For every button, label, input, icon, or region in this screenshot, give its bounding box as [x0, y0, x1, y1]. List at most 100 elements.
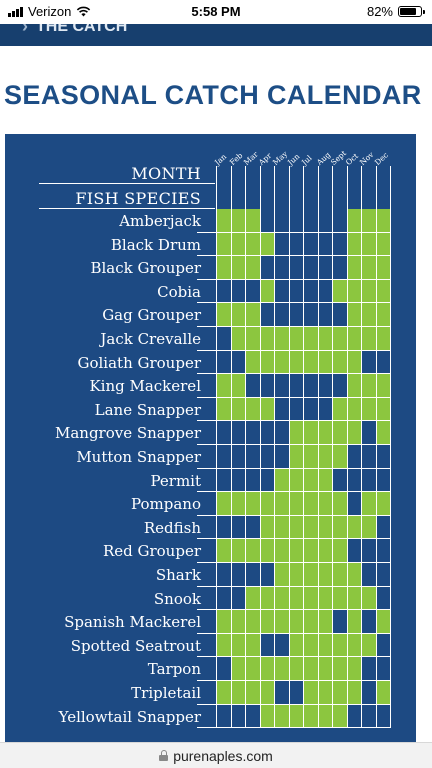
season-cell-out: [318, 280, 333, 303]
season-cell-out: [361, 563, 376, 586]
season-cell-out: [260, 209, 275, 232]
season-cell-in: [317, 610, 332, 633]
season-cell-in: [346, 633, 361, 657]
season-cell-out: [332, 233, 347, 256]
season-cell-in: [230, 492, 245, 515]
season-cell-out: [231, 351, 246, 374]
grid-column-line: [375, 166, 377, 729]
season-cell-in: [245, 256, 260, 279]
grid-column-line: [288, 166, 290, 729]
species-label: Spotted Seatrout: [70, 636, 201, 655]
season-cell-out: [361, 469, 376, 492]
season-cell-in: [274, 539, 289, 563]
season-cell-in: [216, 397, 231, 421]
season-cell-out: [376, 634, 391, 657]
season-cell-in: [317, 492, 332, 515]
season-cell-out: [274, 374, 289, 397]
season-cell-in: [259, 350, 274, 374]
season-cell-in: [317, 515, 332, 539]
season-cell-in: [288, 539, 303, 563]
season-cell-in: [317, 681, 332, 704]
species-label: Lane Snapper: [94, 400, 201, 419]
season-cell-in: [317, 563, 332, 586]
battery-fill: [400, 8, 416, 15]
season-cell-in: [346, 563, 361, 586]
season-cell-out: [216, 469, 231, 492]
season-cell-in: [375, 232, 390, 256]
season-cell-out: [260, 374, 275, 397]
season-cell-in: [230, 681, 245, 704]
season-cell-in: [288, 445, 303, 468]
season-cell-out: [347, 492, 362, 515]
season-cell-out: [245, 421, 260, 444]
season-cell-in: [361, 492, 376, 515]
row-underline: [197, 491, 390, 493]
season-cell-out: [376, 351, 391, 374]
season-cell-in: [288, 586, 303, 610]
season-cell-out: [347, 705, 362, 728]
season-cell-in: [346, 303, 361, 327]
season-cell-out: [231, 516, 246, 539]
status-right: 82%: [367, 4, 425, 19]
season-cell-out: [303, 303, 318, 326]
season-cell-in: [361, 279, 376, 303]
season-cell-in: [375, 421, 390, 445]
month-header-row: Jan Feb Mar Apr May Jun Jul Aug Sept Oct Nov Dec: [5, 134, 416, 174]
lock-icon: [159, 750, 169, 761]
season-cell-out: [332, 303, 347, 326]
catch-calendar: Jan Feb Mar Apr May Jun Jul Aug Sept Oct Nov Dec MO…: [5, 134, 416, 742]
season-cell-in: [216, 256, 231, 279]
season-cell-in: [288, 657, 303, 681]
season-cell-in: [230, 232, 245, 256]
season-cell-out: [376, 587, 391, 610]
season-cell-in: [332, 704, 347, 728]
url-domain[interactable]: purenaples.com: [173, 747, 273, 764]
season-cell-out: [289, 374, 304, 397]
season-cell-out: [274, 634, 289, 657]
season-cell-in: [259, 515, 274, 539]
season-cell-out: [274, 421, 289, 444]
season-cell-in: [332, 279, 347, 303]
season-cell-in: [303, 515, 318, 539]
season-cell-in: [303, 586, 318, 610]
season-cell-in: [303, 633, 318, 657]
season-cell-out: [332, 256, 347, 279]
month-label: Jan: [212, 152, 229, 167]
season-cell-in: [216, 209, 231, 232]
season-cell-in: [346, 327, 361, 350]
season-cell-out: [289, 233, 304, 256]
site-banner[interactable]: › THE CATCH: [0, 24, 432, 46]
season-cell-in: [361, 232, 376, 256]
season-cell-out: [318, 398, 333, 421]
season-cell-in: [361, 327, 376, 350]
species-label: Gag Grouper: [102, 306, 201, 325]
season-cell-in: [288, 350, 303, 374]
season-cell-in: [303, 563, 318, 586]
season-cell-out: [303, 398, 318, 421]
species-label: Snook: [153, 589, 201, 608]
season-cell-out: [318, 256, 333, 279]
row-underline: [197, 562, 390, 563]
season-cell-in: [216, 633, 231, 657]
season-cell-in: [259, 681, 274, 704]
species-label: Jack Crevalle: [100, 330, 201, 348]
url-bar[interactable]: purenaples.com: [0, 742, 432, 768]
season-cell-out: [332, 469, 347, 492]
season-cell-in: [303, 492, 318, 515]
season-cell-in: [288, 633, 303, 657]
season-cell-in: [317, 468, 332, 492]
species-label: Tripletail: [131, 684, 201, 702]
season-cell-in: [259, 397, 274, 421]
season-cell-out: [260, 469, 275, 492]
season-cell-in: [245, 586, 260, 610]
row-underline: [197, 373, 390, 375]
season-cell-out: [245, 280, 260, 303]
season-cell-in: [259, 539, 274, 563]
season-cell-in: [303, 681, 318, 704]
page-title: SEASONAL CATCH CALENDAR: [4, 80, 422, 110]
season-cell-in: [303, 350, 318, 374]
species-label: Mutton Snapper: [76, 448, 201, 466]
grid-column-line: [317, 166, 319, 729]
season-cell-in: [317, 421, 332, 445]
season-cell-out: [216, 280, 231, 303]
